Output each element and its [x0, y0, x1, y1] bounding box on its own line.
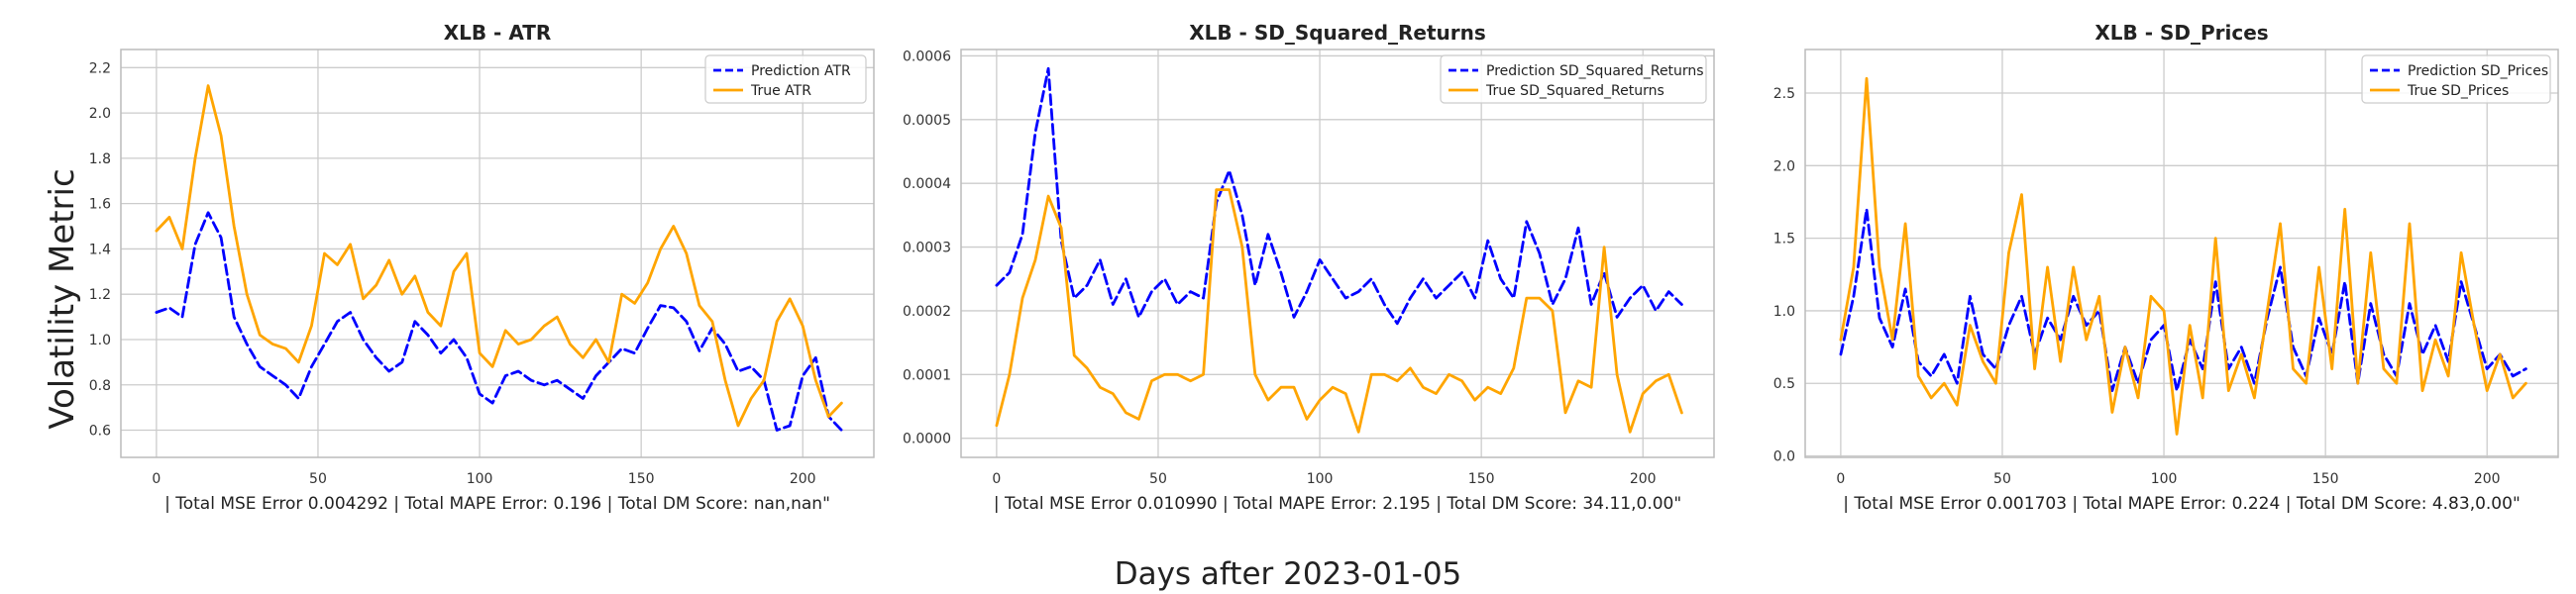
plot-frame	[120, 49, 875, 458]
legend: Prediction SD_Prices True SD_Prices	[2361, 54, 2551, 104]
legend-entry: True SD_Prices	[2407, 83, 2509, 99]
x-tick-label: 200	[2474, 471, 2501, 487]
legend-entry: Prediction ATR	[751, 63, 851, 79]
chart-panel-2: 0 50 100 150 200 0.0000 0.0001 0.0002 0.0003 0.00…	[903, 21, 1715, 514]
legend: Prediction SD_Squared_Returns True SD_Squ…	[1440, 54, 1707, 104]
series-line-true	[155, 84, 843, 428]
y-tick-label: 0.0	[1773, 449, 1795, 465]
x-tick-label: 150	[1468, 471, 1495, 487]
y-tick-label: 1.0	[1773, 304, 1795, 320]
plot-frame	[1804, 49, 2559, 458]
figure-ylabel: Volatility Metric	[43, 168, 82, 429]
legend: Prediction ATR True ATR	[704, 54, 867, 104]
x-tick-label: 200	[1630, 471, 1657, 487]
y-tick-label: 0.0000	[903, 432, 951, 447]
y-tick-label: 1.0	[89, 333, 111, 348]
x-tick-label: 50	[1993, 471, 2011, 487]
chart-title: XLB - SD_Prices	[2094, 21, 2268, 45]
chart-panel-3: 0 50 100 150 200 0.0 0.5 1.0 1.5 2.0 2.5 XLB - SD_P…	[1773, 21, 2559, 514]
series-line-true	[1839, 76, 2527, 436]
x-tick-label: 0	[1836, 471, 1845, 487]
legend-box	[704, 54, 867, 104]
legend-box	[2361, 54, 2551, 104]
y-tick-label: 0.5	[1773, 376, 1795, 392]
series-line-prediction	[995, 66, 1683, 326]
legend-entry: Prediction SD_Squared_Returns	[1486, 63, 1704, 79]
series-line-prediction	[1839, 207, 2527, 393]
x-axis-caption: | Total MSE Error 0.010990 | Total MAPE …	[994, 494, 1681, 514]
x-tick-label: 0	[992, 471, 1001, 487]
y-tick-label: 1.8	[89, 151, 111, 167]
x-tick-label: 100	[467, 471, 493, 487]
figure-xlabel: Days after 2023-01-05	[1115, 556, 1462, 592]
x-tick-label: 50	[1149, 471, 1167, 487]
y-tick-label: 0.0005	[903, 113, 951, 129]
x-tick-label: 50	[309, 471, 327, 487]
series-line-true	[995, 188, 1683, 434]
series-line-prediction	[155, 211, 843, 432]
y-tick-label: 2.2	[89, 60, 111, 76]
y-tick-label: 0.8	[89, 378, 111, 394]
legend-entry: Prediction SD_Prices	[2408, 63, 2548, 79]
y-tick-label: 2.0	[1773, 158, 1795, 174]
x-tick-label: 100	[2151, 471, 2178, 487]
x-tick-label: 0	[152, 471, 161, 487]
y-tick-label: 0.0003	[903, 241, 951, 256]
y-tick-label: 0.0006	[903, 49, 951, 64]
chart-title: XLB - ATR	[444, 21, 552, 45]
y-tick-label: 0.0004	[903, 176, 951, 192]
x-tick-label: 100	[1307, 471, 1334, 487]
legend-box	[1440, 54, 1707, 104]
plot-frame	[960, 49, 1715, 458]
chart-panel-1: 0 50 100 150 200 0.6 0.8 1.0 1.2 1.4 1.6 1.8 2.0 2.2 X…	[89, 21, 875, 514]
legend-entry: True ATR	[750, 83, 811, 99]
y-tick-label: 1.4	[89, 242, 111, 257]
y-tick-label: 0.0002	[903, 304, 951, 320]
x-tick-label: 150	[628, 471, 655, 487]
x-axis-caption: | Total MSE Error 0.001703 | Total MAPE …	[1843, 494, 2521, 514]
x-axis-caption: | Total MSE Error 0.004292 | Total MAPE …	[164, 494, 830, 514]
y-tick-label: 2.0	[89, 106, 111, 122]
y-tick-label: 2.5	[1773, 86, 1795, 102]
y-tick-label: 1.5	[1773, 232, 1795, 248]
x-tick-label: 150	[2312, 471, 2339, 487]
y-tick-label: 1.2	[89, 287, 111, 303]
legend-entry: True SD_Squared_Returns	[1485, 83, 1664, 99]
chart-title: XLB - SD_Squared_Returns	[1189, 21, 1486, 45]
y-tick-label: 0.6	[89, 424, 111, 440]
y-tick-label: 1.6	[89, 197, 111, 213]
y-tick-label: 0.0001	[903, 367, 951, 383]
x-tick-label: 200	[790, 471, 816, 487]
